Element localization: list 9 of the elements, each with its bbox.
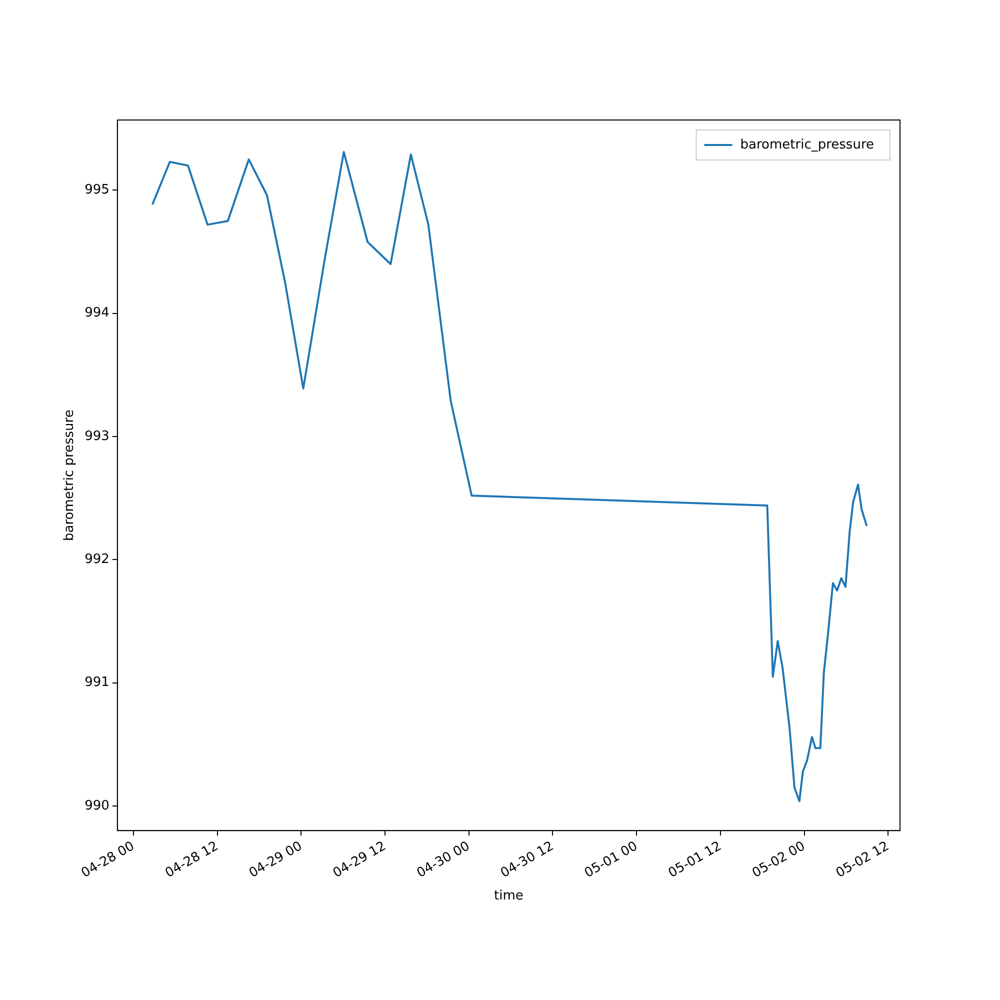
- y-tick-label: 995: [84, 182, 110, 198]
- y-tick-label: 990: [84, 798, 110, 814]
- x-axis-title: time: [494, 888, 524, 904]
- y-tick-label: 994: [84, 306, 110, 321]
- y-tick-label: 992: [84, 552, 110, 568]
- legend-label: barometric_pressure: [740, 137, 874, 152]
- y-tick-label: 993: [84, 428, 110, 444]
- y-tick-label: 991: [84, 675, 110, 690]
- y-axis-title: barometric pressure: [62, 410, 78, 542]
